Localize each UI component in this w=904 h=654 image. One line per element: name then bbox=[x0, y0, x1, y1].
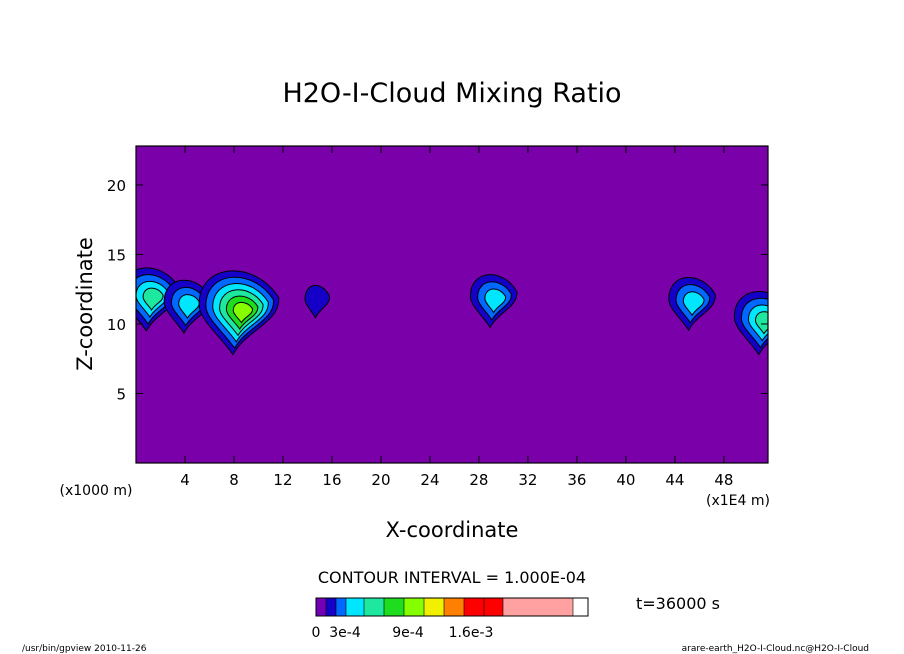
footer-right: arare-earth_H2O-I-Cloud.nc@H2O-I-Cloud bbox=[682, 644, 869, 654]
y-tick-label: 5 bbox=[116, 385, 126, 403]
cloud-blob bbox=[668, 277, 716, 332]
cloud-contour-level bbox=[232, 301, 254, 324]
colorbar-swatch bbox=[346, 598, 364, 616]
y-ticks: 5 10 15 20 bbox=[107, 177, 768, 403]
x-tick-label: 32 bbox=[518, 471, 537, 489]
x-ticks: 4 8 12 16 20 24 28 32 36 40 44 48 bbox=[180, 146, 733, 489]
cloud-contour-level bbox=[304, 285, 331, 319]
y-tick-label: 20 bbox=[107, 177, 126, 195]
colorbar-label: 0 bbox=[312, 625, 321, 641]
x-tick-label: 12 bbox=[273, 471, 292, 489]
x-tick-label: 20 bbox=[371, 471, 390, 489]
y-axis-label: Z-coordinate bbox=[73, 237, 97, 371]
x-unit-left: (x1000 m) bbox=[60, 483, 133, 499]
colorbar-label: 1.6e-3 bbox=[449, 625, 494, 641]
colorbar-frame bbox=[315, 597, 589, 617]
colorbar-swatch bbox=[404, 598, 424, 616]
y-tick-label: 10 bbox=[107, 316, 126, 334]
cloud-contour-level bbox=[754, 311, 768, 335]
x-axis-label: X-coordinate bbox=[386, 518, 519, 542]
cloud-contour-level bbox=[484, 288, 507, 314]
chart-title: H2O-I-Cloud Mixing Ratio bbox=[282, 78, 621, 109]
contour-interval-label: CONTOUR INTERVAL = 1.000E-04 bbox=[318, 568, 586, 587]
cloud-blob bbox=[304, 285, 331, 319]
colorbar-swatch bbox=[444, 598, 464, 616]
x-tick-label: 24 bbox=[420, 471, 439, 489]
x-tick-label: 28 bbox=[469, 471, 488, 489]
colorbar-label: 3e-4 bbox=[329, 625, 361, 641]
footer-left: /usr/bin/gpview 2010-11-26 bbox=[22, 644, 147, 654]
colorbar-swatch bbox=[464, 598, 484, 616]
cloud-contours bbox=[136, 267, 768, 356]
cloud-blob bbox=[136, 267, 180, 332]
colorbar bbox=[315, 597, 589, 617]
cloud-blob bbox=[733, 291, 768, 356]
colorbar-swatch bbox=[326, 598, 336, 616]
colorbar-swatch bbox=[424, 598, 444, 616]
x-tick-label: 36 bbox=[567, 471, 586, 489]
x-tick-label: 4 bbox=[180, 471, 190, 489]
cloud-contour-level bbox=[682, 291, 705, 317]
plot-frame bbox=[135, 145, 769, 464]
colorbar-label: 9e-4 bbox=[392, 625, 424, 641]
colorbar-swatch bbox=[336, 598, 346, 616]
colorbar-labels: 0 3e-4 9e-4 1.6e-3 bbox=[312, 625, 494, 641]
colorbar-swatch bbox=[384, 598, 404, 616]
y-tick-label: 15 bbox=[107, 246, 126, 264]
time-label: t=36000 s bbox=[636, 594, 720, 613]
x-tick-label: 44 bbox=[665, 471, 684, 489]
x-tick-label: 16 bbox=[322, 471, 341, 489]
colorbar-swatch bbox=[316, 598, 326, 616]
colorbar-swatch bbox=[364, 598, 384, 616]
cloud-blob bbox=[198, 270, 280, 356]
x-tick-label: 48 bbox=[714, 471, 733, 489]
cloud-contour-level bbox=[142, 287, 164, 312]
x-tick-label: 8 bbox=[229, 471, 239, 489]
cloud-blob bbox=[469, 274, 518, 329]
x-tick-label: 40 bbox=[616, 471, 635, 489]
colorbar-swatch bbox=[484, 598, 503, 616]
cloud-contour-level bbox=[178, 294, 200, 320]
colorbar-swatch bbox=[503, 598, 573, 616]
x-unit-right: (x1E4 m) bbox=[706, 493, 770, 509]
